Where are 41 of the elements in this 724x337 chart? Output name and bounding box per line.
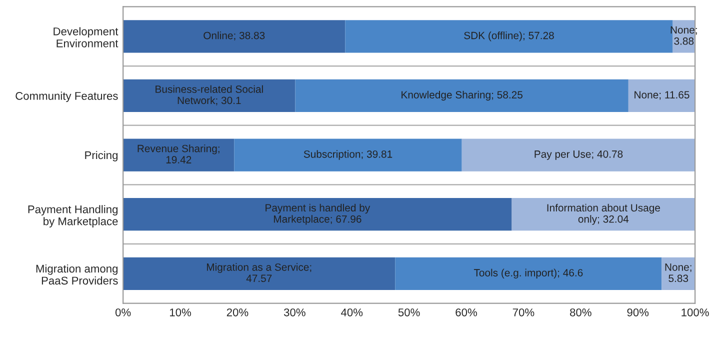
x-tick-label: 90%: [627, 308, 649, 316]
data-label: Subscription; 39.81: [304, 150, 392, 160]
data-label: Payment is handled by Marketplace; 67.96: [266, 204, 370, 225]
data-label: Online; 38.83: [204, 32, 265, 40]
y-tick-label: Migration among PaaS Providers: [36, 264, 118, 285]
bar: [295, 79, 628, 112]
x-tick-label: 30%: [284, 308, 306, 316]
data-label: SDK (offline); 57.28: [464, 32, 554, 42]
bar: [123, 198, 512, 231]
data-label: Knowledge Sharing; 58.25: [402, 90, 522, 101]
x-tick-label: 20%: [226, 308, 248, 316]
x-tick-label: 10%: [170, 308, 191, 316]
data-label: Migration as a Service; 47.57: [207, 263, 312, 282]
bar: [662, 257, 696, 290]
data-label: Business-related Social Network; 30.1: [156, 85, 263, 106]
x-tick-label: 60%: [456, 308, 477, 316]
x-tick-label: 40%: [341, 308, 363, 316]
x-tick-label: 0%: [115, 308, 131, 316]
x-tick-label: 70%: [512, 308, 534, 316]
data-label: None; 3.88: [670, 26, 697, 45]
bar: [234, 138, 462, 172]
bar: [123, 257, 396, 290]
y-tick-label: Payment Handling by Marketplace: [28, 205, 118, 228]
data-label: None; 11.65: [634, 91, 690, 100]
x-tick-label: 100%: [682, 308, 709, 316]
bar: [123, 20, 346, 53]
y-tick-label: Development Environment: [54, 27, 118, 48]
data-label: None; 5.83: [665, 264, 692, 282]
bar: [123, 138, 234, 172]
bar: [462, 138, 696, 172]
data-label: Information about Usage only; 32.04: [547, 204, 660, 225]
data-label: Revenue Sharing; 19.42: [138, 144, 220, 164]
bar: [628, 79, 696, 112]
data-label: Tools (e.g. import); 46.6: [474, 268, 583, 278]
y-tick-label: Community Features: [16, 92, 118, 102]
x-tick-label: 50%: [398, 308, 420, 316]
bar: [123, 79, 296, 112]
data-label: Pay per Use; 40.78: [534, 150, 623, 160]
y-tick-label: Pricing: [85, 150, 118, 162]
x-tick-label: 80%: [570, 308, 592, 316]
bar: [395, 257, 662, 290]
